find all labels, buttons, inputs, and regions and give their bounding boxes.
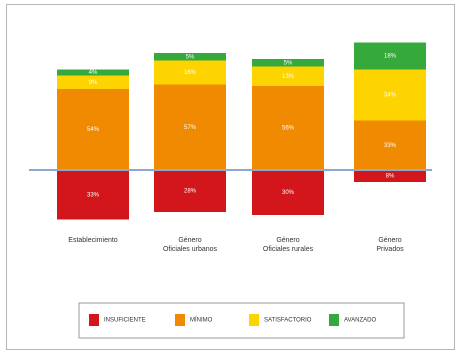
data-label: 18% <box>384 54 397 60</box>
bar-segment <box>57 75 129 89</box>
bar-segment <box>354 120 426 170</box>
legend-label: MÍNIMO <box>190 317 213 324</box>
category-label-line: Oficiales rurales <box>263 246 314 253</box>
legend-label: INSUFICIENTE <box>104 318 146 324</box>
data-label: 57% <box>184 125 197 131</box>
legend: INSUFICIENTE MÍNIMO SATISFACTORIO AVANZADO <box>78 302 405 339</box>
category-labels: Establecimiento Género Oficiales urbanosGé… <box>68 237 404 253</box>
legend-box <box>78 302 405 339</box>
bar-segment <box>154 84 226 170</box>
data-label: 33% <box>384 143 397 149</box>
data-label: 5% <box>284 60 293 66</box>
data-label: 33% <box>87 192 100 198</box>
legend-swatch <box>89 314 99 326</box>
legend-swatch <box>329 314 339 326</box>
data-label: 34% <box>384 93 397 99</box>
data-label: 28% <box>184 189 197 195</box>
category-label: Género Privados <box>376 237 404 253</box>
bar-segment <box>57 170 129 220</box>
stacked-bar-chart: 33% 54% 9% 4% 28% 57% 16% 5% 30% 56% 13% 5% 8% 33% 34%… <box>29 42 432 339</box>
bar-segment <box>252 66 324 86</box>
data-label: 16% <box>184 70 197 76</box>
category-label: Género Oficiales rurales <box>263 237 314 253</box>
legend-swatch <box>175 314 185 326</box>
data-label: 13% <box>282 74 295 80</box>
category-label: Establecimiento <box>68 237 118 244</box>
category-label-line: Género <box>178 237 201 244</box>
bar-segment <box>154 53 226 61</box>
category-label-line: Establecimiento <box>68 237 118 244</box>
bar-segment <box>154 60 226 85</box>
category-label-line: Género <box>378 237 401 244</box>
data-label: 56% <box>282 126 295 132</box>
data-label: 9% <box>89 80 98 86</box>
data-label: 4% <box>89 70 98 76</box>
bar-segment <box>154 170 226 212</box>
bar-segment <box>57 89 129 170</box>
bar-segment <box>354 170 426 182</box>
data-label: 54% <box>87 127 100 133</box>
legend-swatch <box>249 314 259 326</box>
bar-segment <box>57 69 129 76</box>
chart-frame: 33% 54% 9% 4% 28% 57% 16% 5% 30% 56% 13% 5% 8% 33% 34%… <box>6 4 455 350</box>
bar-segment <box>252 59 324 67</box>
category-label-line: Oficiales urbanos <box>163 246 218 253</box>
bar-segment <box>252 86 324 170</box>
legend-label: SATISFACTORIO <box>264 318 312 324</box>
bars-group: 33% 54% 9% 4% 28% 57% 16% 5% 30% 56% 13% 5% 8% 33% 34%… <box>57 42 426 220</box>
data-label: 8% <box>386 174 395 180</box>
bar-segment <box>354 69 426 121</box>
bar-segment <box>354 42 426 70</box>
category-label-line: Privados <box>376 246 404 253</box>
legend-label: AVANZADO <box>344 318 376 324</box>
data-label: 5% <box>186 54 195 60</box>
data-label: 30% <box>282 190 295 196</box>
category-label: Género Oficiales urbanos <box>163 237 218 253</box>
bar-segment <box>252 170 324 215</box>
category-label-line: Género <box>276 237 299 244</box>
